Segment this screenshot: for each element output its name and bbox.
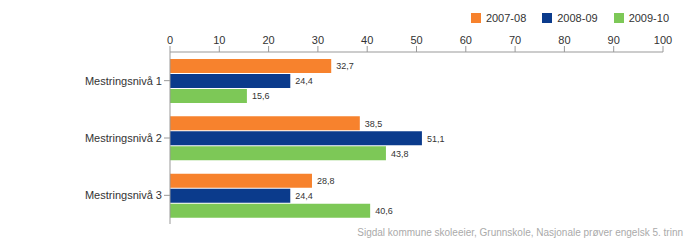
svg-text:38,5: 38,5 (365, 119, 383, 129)
svg-text:Mestringsnivå 3: Mestringsnivå 3 (85, 189, 162, 201)
svg-text:Mestringsnivå 1: Mestringsnivå 1 (85, 75, 162, 87)
svg-text:51,1: 51,1 (427, 134, 445, 144)
svg-text:0: 0 (167, 34, 173, 46)
svg-text:30: 30 (312, 34, 324, 46)
svg-text:15,6: 15,6 (252, 91, 270, 101)
html-text:2007-08: 2007-08 (485, 12, 527, 24)
svg-text:50: 50 (410, 34, 422, 46)
svg-text:28,8: 28,8 (317, 176, 335, 186)
svg-text:43,8: 43,8 (391, 149, 409, 159)
svg-text:80: 80 (558, 34, 570, 46)
svg-text:24,4: 24,4 (295, 76, 313, 86)
svg-text:40,6: 40,6 (375, 206, 393, 216)
svg-text:60: 60 (460, 34, 472, 46)
html-text:2009-10: 2009-10 (628, 12, 669, 24)
svg-text:90: 90 (608, 34, 620, 46)
svg-text:100: 100 (654, 34, 672, 46)
svg-text:24,4: 24,4 (295, 191, 313, 201)
svg-text:20: 20 (262, 34, 274, 46)
html-text:2008-09: 2008-09 (557, 12, 598, 24)
html-text:Sigdal kommune skoleeier, Grun: Sigdal kommune skoleeier, Grunnskole, Na… (357, 227, 683, 238)
svg-text:70: 70 (509, 34, 521, 46)
svg-text:Mestringsnivå 2: Mestringsnivå 2 (85, 132, 162, 144)
svg-text:32,7: 32,7 (336, 61, 354, 71)
svg-text:40: 40 (361, 34, 373, 46)
svg-text:10: 10 (213, 34, 225, 46)
